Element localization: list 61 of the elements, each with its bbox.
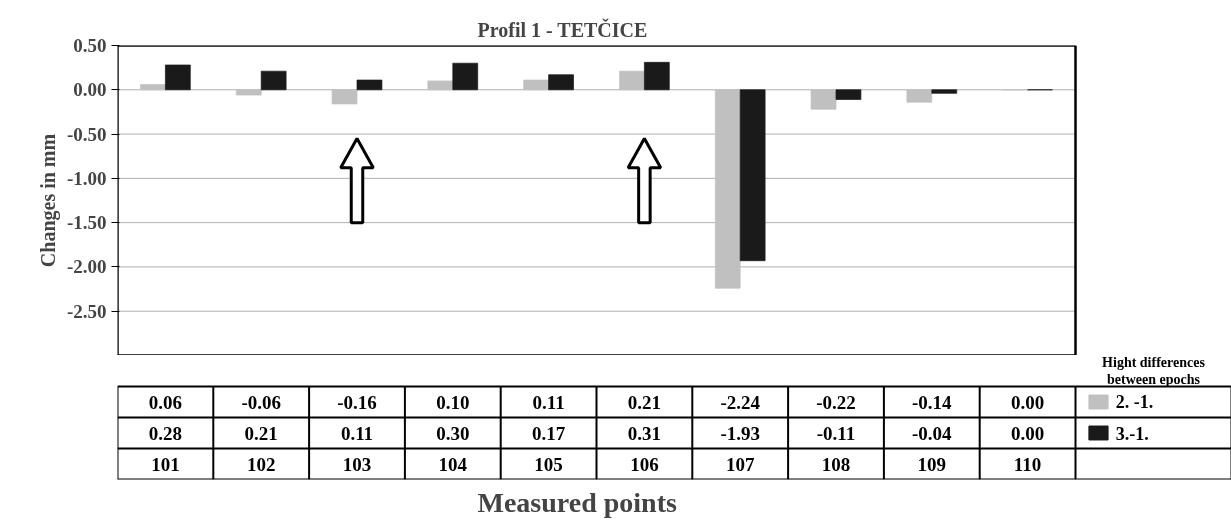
bar [619,70,645,91]
x-tick-label: 104 [438,453,468,475]
data-label: -2.24 [720,391,761,413]
bar [714,89,741,289]
data-label: 0.11 [532,391,565,413]
x-tick-label: 103 [342,453,372,475]
bar [835,89,862,100]
bar [140,84,166,91]
data-label: 0.00 [1010,391,1045,413]
x-tick-label: 107 [725,453,755,475]
y-tick-label: -1.50 [66,212,107,234]
x-tick-label: 106 [630,453,659,475]
data-label: 0.10 [436,391,470,413]
bar [356,79,383,91]
legend-label: 3.-1. [1115,423,1149,444]
data-label: -1.93 [720,422,760,444]
bar [548,74,574,91]
y-axis-title: Changes in mm [36,133,60,268]
data-label: 0.21 [627,391,662,413]
y-tick-label: 0.50 [73,35,107,56]
x-tick-label: 109 [917,453,947,475]
data-label: 0.06 [148,391,183,413]
bar [260,70,287,91]
bar [452,62,479,91]
data-label: -0.14 [912,391,953,413]
bar [739,89,766,262]
bar [235,89,262,96]
bar [810,89,837,110]
y-tick-label: -2.50 [66,300,107,322]
legend-label: 2. -1. [1115,392,1154,412]
data-label: -0.06 [241,391,281,413]
data-label: 0.21 [244,422,278,444]
bar [427,80,454,91]
data-label: 0.17 [531,422,566,444]
chart-title: Profil 1 - TETČICE [477,17,648,41]
data-label: -0.04 [912,422,953,444]
x-tick-label: 105 [534,453,563,475]
data-label: -0.22 [816,391,856,413]
bar [906,89,933,103]
bar [165,64,191,91]
bar [644,61,670,91]
data-label: -0.11 [816,422,856,444]
data-label: 0.31 [627,422,662,444]
x-tick-label: 102 [246,453,276,475]
data-label: 0.28 [148,422,183,444]
data-label: 0.11 [340,422,374,444]
y-tick-label: -1.00 [66,167,107,189]
legend-title: Hight differences between epochs [1102,355,1206,387]
y-tick-label: -2.00 [66,256,107,278]
x-tick-label: 108 [821,453,851,475]
x-tick-label: 110 [1013,453,1042,475]
bar [331,89,358,105]
data-label: -0.16 [337,391,377,413]
data-label: 0.30 [436,422,470,444]
x-axis-title: Measured points [477,486,677,518]
y-tick-label: 0.00 [73,79,107,101]
bar [523,79,549,91]
bar [931,89,958,94]
x-tick-label: 101 [151,453,180,475]
y-tick-label: -0.50 [66,123,107,145]
data-label: 0.00 [1010,422,1045,444]
